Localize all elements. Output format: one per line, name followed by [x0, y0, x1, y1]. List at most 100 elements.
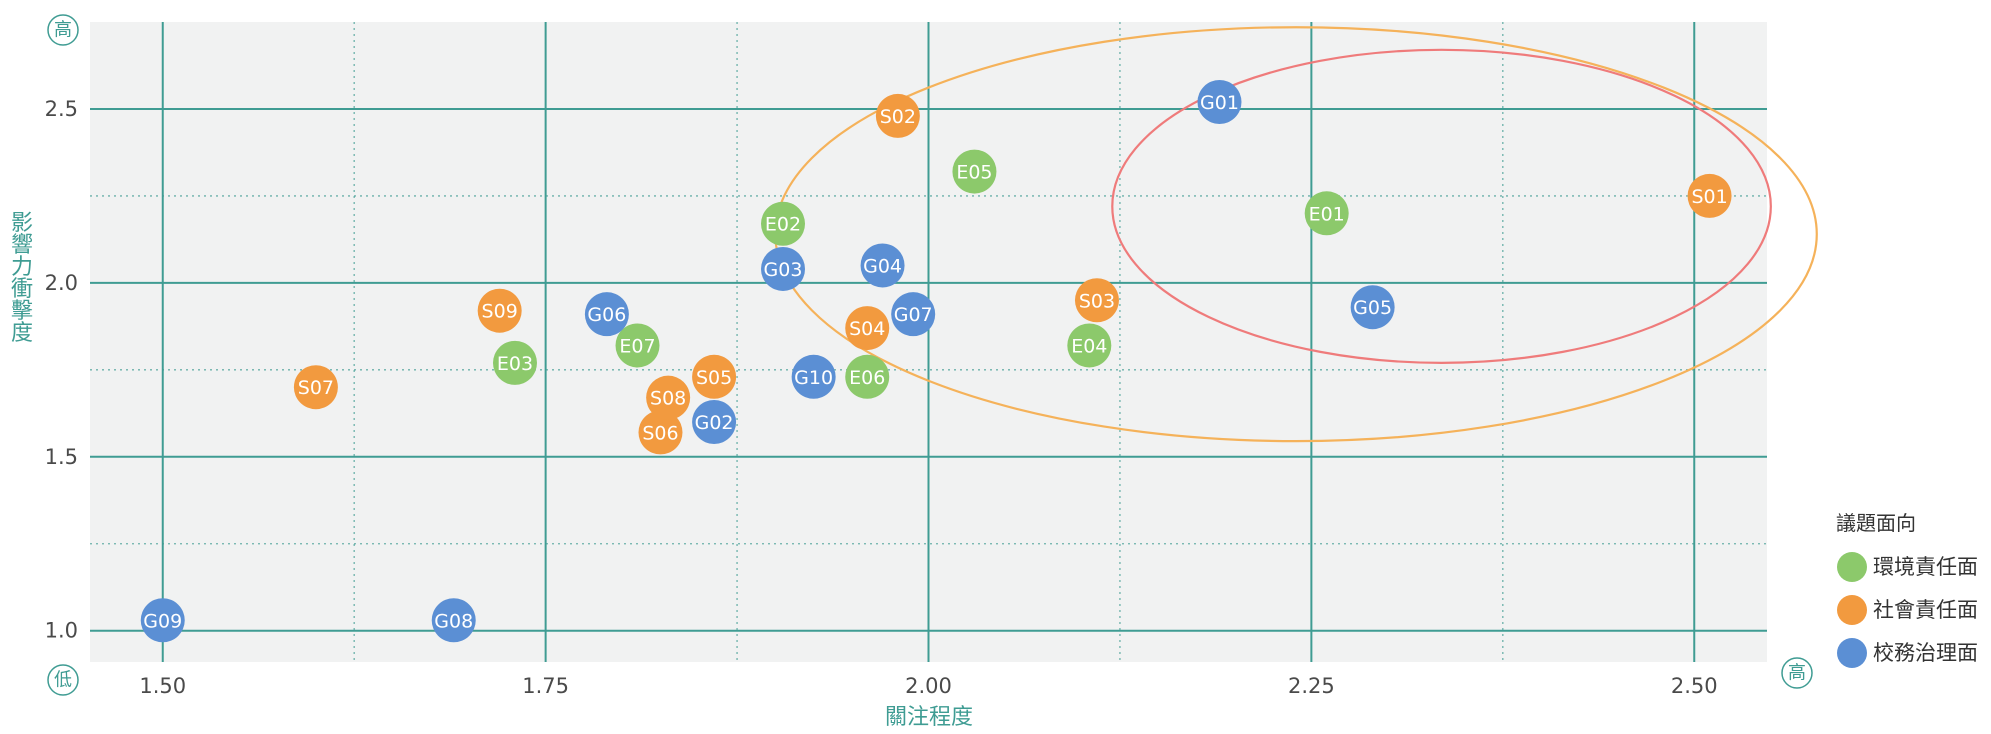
data-point-e01[interactable]: E01 [1304, 191, 1349, 236]
data-point-label: G04 [863, 255, 902, 277]
data-point-e07[interactable]: E07 [615, 323, 660, 368]
legend-label: 環境責任面 [1873, 555, 1978, 579]
data-point-marker[interactable] [584, 292, 629, 337]
data-point-g09[interactable]: G09 [140, 598, 185, 643]
data-point-g01[interactable]: G01 [1197, 80, 1242, 124]
data-point-e05[interactable]: E05 [952, 149, 997, 194]
data-point-label: G05 [1353, 297, 1392, 319]
legend-item: 環境責任面 [1837, 552, 1978, 582]
grid [90, 22, 1767, 662]
data-point-e06[interactable]: E06 [845, 354, 890, 399]
data-points: E01 E02 E03 E04 E05 E06 E07 S01 S02 S03 S04 S05 S06 S… [140, 80, 1732, 643]
legend-label: 社會責任面 [1873, 598, 1978, 622]
data-point-marker[interactable] [891, 292, 936, 337]
legend-item: 校務治理面 [1837, 638, 1978, 668]
data-point-s01[interactable]: S01 [1687, 173, 1732, 218]
data-point-s09[interactable]: S09 [477, 288, 522, 333]
data-point-marker[interactable] [845, 306, 890, 351]
data-point-s05[interactable]: S05 [692, 354, 737, 399]
data-point-label: E05 [956, 162, 992, 184]
legend-title: 議題面向 [1836, 511, 1916, 535]
x-high-marker: 高 [1781, 657, 1813, 689]
data-point-s07[interactable]: S07 [293, 365, 338, 410]
data-point-s06[interactable]: S06 [638, 410, 683, 455]
data-point-s08[interactable]: S08 [646, 375, 691, 420]
data-point-marker[interactable] [638, 410, 683, 455]
data-point-label: S02 [880, 106, 916, 128]
data-point-label: S09 [482, 301, 518, 323]
data-point-label: G10 [794, 367, 833, 389]
data-point-g07[interactable]: G07 [891, 292, 936, 337]
data-point-marker[interactable] [860, 243, 905, 288]
data-point-g08[interactable]: G08 [431, 598, 476, 643]
legend-swatch [1837, 595, 1867, 625]
legend-item: 社會責任面 [1837, 595, 1978, 625]
data-point-s04[interactable]: S04 [845, 306, 890, 351]
data-point-label: S05 [696, 367, 732, 389]
x-tick-label: 2.50 [1671, 674, 1718, 698]
y-tick-label: 2.0 [45, 271, 78, 295]
data-point-marker[interactable] [692, 400, 737, 444]
y-axis-title: 影響力衝擊度 [11, 211, 33, 346]
y-low-marker: 低 [47, 664, 79, 696]
data-point-marker[interactable] [875, 93, 920, 138]
data-point-label: S06 [642, 422, 678, 444]
data-point-g06[interactable]: G06 [584, 292, 629, 337]
data-point-marker[interactable] [646, 375, 691, 420]
y-high-marker: 高 [47, 14, 79, 46]
highlight-ellipse [1111, 48, 1772, 364]
data-point-label: S03 [1079, 290, 1115, 312]
data-point-label: S07 [298, 377, 334, 399]
data-point-label: G01 [1200, 92, 1239, 114]
data-point-marker[interactable] [293, 365, 338, 410]
data-point-marker[interactable] [791, 354, 836, 399]
data-point-marker[interactable] [1067, 323, 1112, 368]
data-point-s03[interactable]: S03 [1074, 278, 1119, 323]
x-tick-label: 2.25 [1288, 674, 1335, 698]
data-point-label: G09 [143, 610, 182, 632]
data-point-marker[interactable] [692, 354, 737, 399]
data-point-label: E02 [765, 214, 801, 236]
data-point-e03[interactable]: E03 [492, 340, 537, 385]
data-point-g03[interactable]: G03 [761, 246, 806, 291]
data-point-label: G02 [695, 412, 734, 434]
data-point-label: S04 [849, 318, 885, 340]
data-point-marker[interactable] [761, 201, 806, 246]
y-high-label: 高 [54, 20, 72, 41]
data-point-marker[interactable] [1687, 173, 1732, 218]
data-point-marker[interactable] [1074, 278, 1119, 323]
data-point-s02[interactable]: S02 [875, 93, 920, 138]
x-axis-title: 關注程度 [885, 705, 973, 730]
data-point-label: G07 [894, 304, 933, 326]
data-point-g10[interactable]: G10 [791, 354, 836, 399]
data-point-marker[interactable] [477, 288, 522, 333]
y-low-label: 低 [54, 670, 72, 691]
legend-label: 校務治理面 [1873, 641, 1978, 665]
x-tick-label: 1.50 [139, 674, 186, 698]
x-tick-label: 1.75 [522, 674, 569, 698]
data-point-marker[interactable] [615, 323, 660, 368]
data-point-marker[interactable] [431, 598, 476, 643]
data-point-label: E03 [497, 353, 533, 375]
data-point-g02[interactable]: G02 [692, 400, 737, 444]
data-point-marker[interactable] [1304, 191, 1349, 236]
tick-labels: 1.50 1.75 2.00 2.25 2.50 1.0 1.5 2.0 2.5 [45, 97, 1718, 698]
data-point-marker[interactable] [1350, 285, 1395, 330]
data-point-marker[interactable] [492, 340, 537, 385]
data-point-marker[interactable] [761, 246, 806, 291]
legend-swatch [1837, 638, 1867, 668]
data-point-g04[interactable]: G04 [860, 243, 905, 288]
data-point-label: S01 [1691, 186, 1727, 208]
data-point-g05[interactable]: G05 [1350, 285, 1395, 330]
data-point-marker[interactable] [140, 598, 185, 643]
data-point-marker[interactable] [952, 149, 997, 194]
data-point-e02[interactable]: E02 [761, 201, 806, 246]
data-point-label: E01 [1309, 203, 1345, 225]
data-point-marker[interactable] [845, 354, 890, 399]
data-point-marker[interactable] [1197, 80, 1242, 124]
y-tick-label: 2.5 [45, 97, 78, 121]
data-point-e04[interactable]: E04 [1067, 323, 1112, 368]
data-point-label: E04 [1071, 335, 1107, 357]
